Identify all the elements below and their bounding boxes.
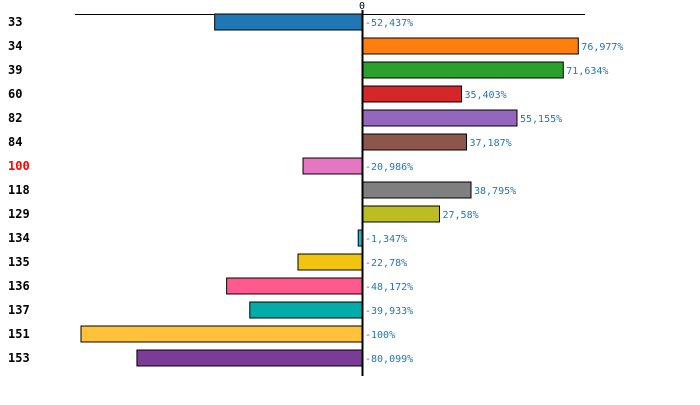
category-label-153: 153: [8, 351, 30, 365]
bar-151: [80, 325, 363, 343]
category-label-129: 129: [8, 207, 30, 221]
category-label-137: 137: [8, 303, 30, 317]
category-label-118: 118: [8, 183, 30, 197]
category-label-136: 136: [8, 279, 30, 293]
value-label-100: -20,986%: [365, 162, 413, 173]
value-label-82: 55,155%: [520, 114, 562, 125]
value-label-33: -52,437%: [365, 18, 413, 29]
value-label-153: -80,099%: [365, 354, 413, 365]
bar-100: [302, 157, 363, 175]
bar-134: [357, 229, 363, 247]
bar-82: [361, 109, 518, 127]
category-label-60: 60: [8, 87, 22, 101]
category-label-134: 134: [8, 231, 30, 245]
x-tick-label-zero: 0: [359, 1, 365, 12]
category-label-135: 135: [8, 255, 30, 269]
category-label-100: 100: [8, 159, 30, 173]
category-label-39: 39: [8, 63, 22, 77]
bar-34: [361, 37, 579, 55]
value-label-137: -39,933%: [365, 306, 413, 317]
bar-137: [249, 301, 363, 319]
value-label-84: 37,187%: [469, 138, 511, 149]
value-label-118: 38,795%: [474, 186, 516, 197]
value-label-60: 35,403%: [464, 90, 506, 101]
category-label-82: 82: [8, 111, 22, 125]
category-label-151: 151: [8, 327, 30, 341]
bar-84: [361, 133, 467, 151]
value-label-136: -48,172%: [365, 282, 413, 293]
bar-135: [297, 253, 363, 271]
bar-118: [361, 181, 472, 199]
category-label-33: 33: [8, 15, 22, 29]
value-label-34: 76,977%: [581, 42, 623, 53]
value-label-151: -100%: [365, 330, 395, 341]
value-label-134: -1,347%: [365, 234, 407, 245]
value-label-39: 71,634%: [566, 66, 608, 77]
bar-136: [226, 277, 363, 295]
value-label-129: 27,58%: [442, 210, 478, 221]
bars-group: 33 -52,437% 34 76,977% 39 71,634% 60 35,403% 82 5…: [8, 13, 623, 367]
category-label-84: 84: [8, 135, 22, 149]
bar-39: [361, 61, 564, 79]
bar-33: [214, 13, 363, 31]
bar-153: [136, 349, 363, 367]
bar-129: [361, 205, 440, 223]
value-label-135: -22,78%: [365, 258, 407, 269]
category-label-34: 34: [8, 39, 22, 53]
bar-60: [361, 85, 462, 103]
